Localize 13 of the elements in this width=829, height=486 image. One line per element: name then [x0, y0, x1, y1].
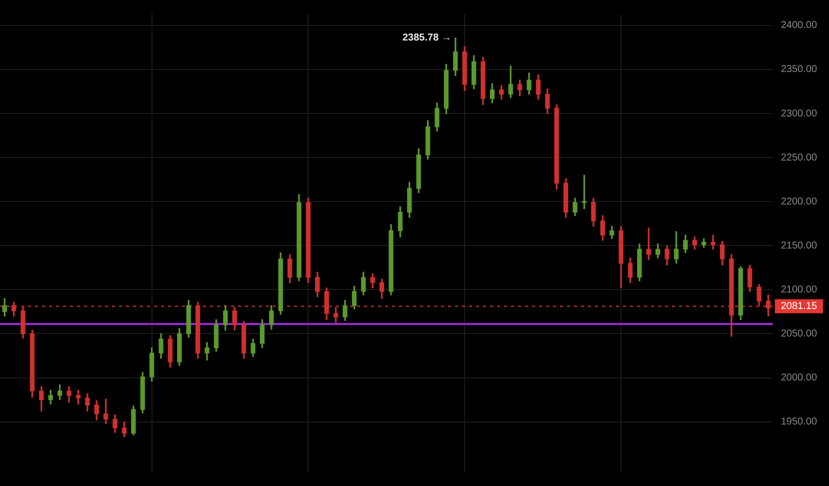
y-tick-label: 2350.00: [780, 64, 818, 76]
y-tick-label: 1950.00: [780, 416, 818, 428]
y-tick-label: 2200.00: [780, 196, 818, 208]
annotation: 2385.78 →: [402, 32, 452, 44]
y-tick-label: 2100.00: [780, 284, 818, 296]
y-tick-label: 2150.00: [780, 240, 818, 252]
ref-line-label: 2081.15: [780, 301, 818, 312]
candlestick: [710, 234, 716, 250]
y-tick-label: 2300.00: [780, 108, 818, 120]
y-tick-label: 2250.00: [780, 152, 818, 164]
y-tick-label: 2400.00: [780, 20, 818, 32]
y-tick-label: 2050.00: [780, 328, 818, 340]
y-tick-label: 2000.00: [780, 372, 818, 384]
